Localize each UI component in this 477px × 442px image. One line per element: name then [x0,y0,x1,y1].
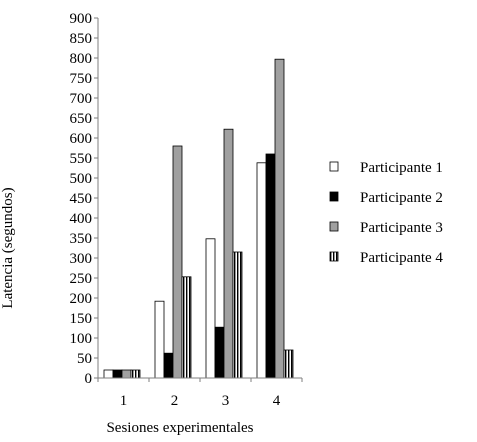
y-tick-label: 350 [70,231,93,247]
x-tick-label: 4 [273,393,281,409]
y-tick-label: 700 [70,91,93,107]
legend-label: Participante 1 [360,160,443,176]
legend-label: Participante 2 [360,190,443,206]
x-tick-labels: 1 2 3 4 [120,393,281,409]
bar-2-4 [265,153,276,379]
bar-2-1 [112,369,123,379]
legend-label: Participante 4 [360,250,443,266]
y-tick-label: 300 [70,251,93,267]
y-tick-label: 0 [85,371,93,387]
bar-4-4 [283,349,294,379]
y-tick-label: 150 [70,311,93,327]
bars-group [103,58,294,379]
y-tick-label: 500 [70,171,93,187]
bar-1-4 [256,162,267,379]
y-tick-label: 550 [70,151,93,167]
y-tick-label: 400 [70,211,93,227]
y-tick-labels: 0 50 100 150 200 250 300 350 400 450 500 550 600 650 7… [70,11,93,387]
legend-label: Participante 3 [360,220,443,236]
legend-swatch [329,251,339,262]
plot-area: 0 50 100 150 200 250 300 350 400 450 500 550 600 650 7… [70,11,303,409]
y-tick-label: 200 [70,291,93,307]
bar-3-1 [121,369,132,379]
bar-4-3 [232,251,243,379]
bar-2-3 [214,326,225,379]
y-tick-label: 750 [70,71,93,87]
x-tick-label: 2 [171,393,179,409]
x-axis [97,377,303,382]
y-tick-label: 100 [70,331,93,347]
bar-1-1 [103,369,114,379]
bar-4-2 [181,276,192,379]
bar-3-4 [274,58,285,379]
y-tick-label: 900 [70,11,93,27]
y-tick-label: 250 [70,271,93,287]
bar-2-2 [163,352,174,379]
legend-swatch [329,221,339,232]
x-axis-title: Sesiones experimentales [106,420,253,436]
x-tick-label: 3 [222,393,230,409]
y-tick-label: 50 [77,351,92,367]
bar-3-2 [172,145,183,379]
y-tick-label: 450 [70,191,93,207]
x-tick-label: 1 [120,393,128,409]
bar-3-3 [223,128,234,379]
bar-1-3 [205,238,216,379]
y-axis-title: Latencia (segundos) [0,187,16,308]
y-tick-label: 850 [70,31,93,47]
y-tick-label: 600 [70,131,93,147]
legend-swatch [329,161,339,172]
legend: Participante 1 Participante 2 Participante… [329,160,443,266]
y-tick-label: 800 [70,51,93,67]
bar-4-1 [130,369,141,379]
y-axis [94,17,99,379]
y-tick-label: 650 [70,111,93,127]
bar-1-2 [154,300,165,379]
legend-swatch [329,191,339,202]
